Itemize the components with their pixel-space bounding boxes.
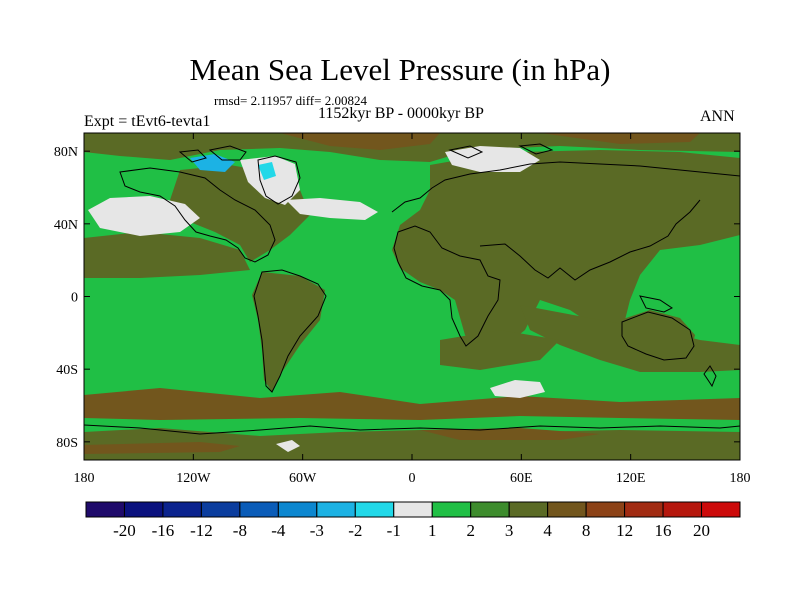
southern-ocean-low-anomaly (490, 380, 545, 398)
colorbar-label: 2 (466, 521, 475, 540)
colorbar-label: -8 (233, 521, 247, 540)
latitude-axis: 80N 40N 0 40S 80S (54, 145, 740, 451)
colorbar-swatch (123, 501, 164, 518)
south-america-field (252, 272, 325, 392)
rmsd-diff-stats: rmsd= 2.11957 diff= 2.00824 (214, 93, 367, 108)
greenland-negative-anomaly (258, 162, 276, 180)
colorbar-swatch (470, 501, 510, 518)
colorbar-swatch (701, 501, 741, 518)
arctic-high-anomaly (280, 133, 440, 150)
colorbar-swatch (316, 501, 356, 518)
south-atlantic-band (440, 330, 560, 370)
coastlines (84, 143, 740, 435)
colorbar-label: -16 (152, 521, 175, 540)
colorbar-swatch (239, 501, 279, 518)
eurasia-africa-field (392, 150, 740, 355)
colorbar-swatch (662, 501, 703, 518)
antarctic-anomaly-east (420, 428, 600, 440)
lon-tick-label: 0 (409, 471, 416, 486)
colorbar-label: -12 (190, 521, 213, 540)
pressure-field (84, 133, 740, 460)
lat-tick-label: 40S (56, 363, 78, 378)
colorbar-swatch (624, 501, 664, 518)
australia-field (620, 310, 695, 360)
colorbar-swatch (85, 501, 125, 518)
colorbar-label: 20 (693, 521, 710, 540)
lon-tick-label: 180 (74, 471, 95, 486)
north-pacific-low-anomaly (88, 196, 200, 236)
colorbar-label: -3 (310, 521, 324, 540)
colorbar-label: -1 (387, 521, 401, 540)
arctic-band (84, 133, 740, 162)
siberia-high-anomaly (540, 133, 700, 144)
antarctic-anomaly-west (84, 442, 240, 454)
colorbar-label: 8 (582, 521, 591, 540)
colorbar-label: -2 (348, 521, 362, 540)
north-atlantic-low-anomaly (286, 198, 378, 220)
north-pacific-band (84, 232, 250, 278)
colorbar-label: 1 (428, 521, 437, 540)
colorbar-swatch (162, 501, 202, 518)
colorbar-label: 4 (543, 521, 552, 540)
colorbar-label: -4 (271, 521, 286, 540)
colorbar-swatch (393, 501, 433, 518)
colorbar-label: 3 (505, 521, 514, 540)
chart-title: Mean Sea Level Pressure (in hPa) (189, 52, 611, 87)
season-label: ANN (700, 108, 735, 125)
lon-tick-label: 60E (510, 471, 533, 486)
colorbar-swatch (431, 501, 472, 518)
arctic-canada-negative-anomaly (190, 154, 235, 172)
antarctic-low-anomaly (276, 440, 300, 452)
colorbar-swatch (277, 501, 318, 518)
colorbar-label: 12 (616, 521, 633, 540)
longitude-axis: 180 120W 60W 0 60E 120E 180 (74, 133, 751, 486)
southern-ocean-band (84, 388, 740, 420)
colorbar-label: 16 (655, 521, 672, 540)
lon-tick-label: 60W (289, 471, 317, 486)
colorbar-swatch (547, 501, 587, 518)
colorbar-label: -20 (113, 521, 136, 540)
lon-tick-label: 180 (730, 471, 751, 486)
lon-tick-label: 120E (616, 471, 646, 486)
lat-tick-label: 40N (54, 218, 78, 233)
colorbar: -20 -16 -12 -8 -4 -3 -2 -1 1 2 3 4 8 12 16 20 (85, 501, 741, 540)
greenland-low-anomaly (240, 156, 300, 205)
barents-low-anomaly (445, 146, 540, 172)
time-range-subtitle: 1152kyr BP - 0000kyr BP (318, 105, 484, 122)
lat-tick-label: 0 (71, 291, 78, 306)
lat-tick-label: 80N (54, 145, 78, 160)
experiment-label: Expt = tEvt6-tevta1 (84, 113, 211, 130)
lat-tick-label: 80S (56, 436, 78, 451)
colorbar-swatch (508, 501, 549, 518)
lon-tick-label: 120W (176, 471, 211, 486)
colorbar-swatch (200, 501, 241, 518)
colorbar-swatch (585, 501, 626, 518)
colorbar-swatch (354, 501, 395, 518)
